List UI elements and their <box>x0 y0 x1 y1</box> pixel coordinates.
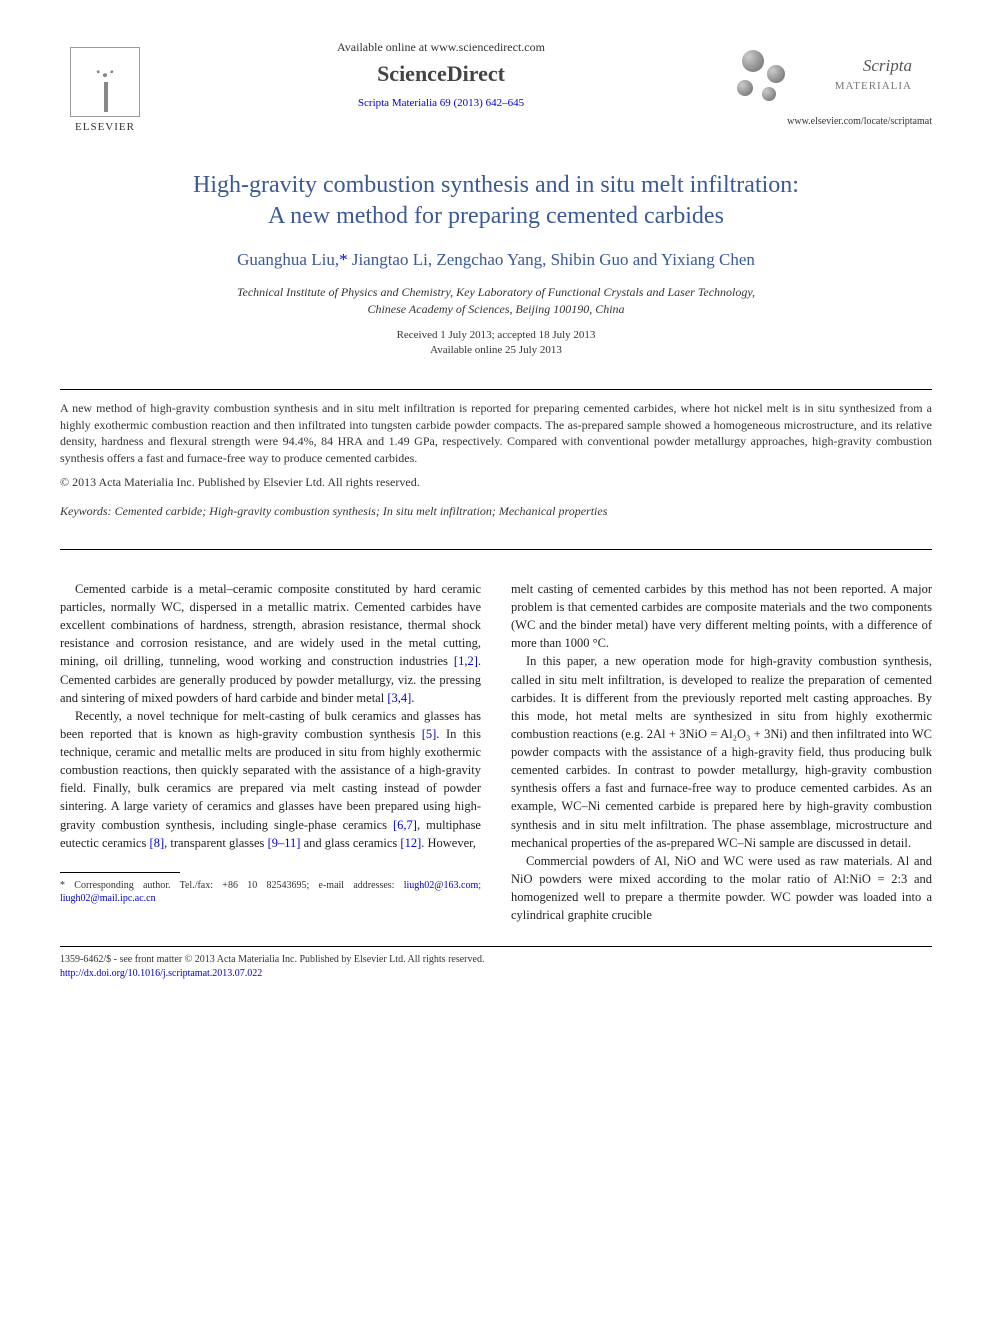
ref-link[interactable]: [12] <box>400 836 421 850</box>
title-line1: High-gravity combustion synthesis and in… <box>193 172 799 198</box>
affiliation-line2: Chinese Academy of Sciences, Beijing 100… <box>367 302 624 316</box>
affiliation-line1: Technical Institute of Physics and Chemi… <box>237 285 755 299</box>
corresponding-marker[interactable]: * <box>339 250 348 269</box>
footnote: * Corresponding author. Tel./fax: +86 10… <box>60 879 481 905</box>
title-line2: A new method for preparing cemented carb… <box>268 203 724 229</box>
dates-block: Received 1 July 2013; accepted 18 July 2… <box>60 328 932 359</box>
author-first: Guanghua Liu, <box>237 250 339 269</box>
body-text: . In this technique, ceramic and metalli… <box>60 727 481 832</box>
doi-link[interactable]: http://dx.doi.org/10.1016/j.scriptamat.2… <box>60 968 262 979</box>
affiliation: Technical Institute of Physics and Chemi… <box>60 284 932 318</box>
bottom-info: 1359-6462/$ - see front matter © 2013 Ac… <box>60 953 932 981</box>
body-text: and glass ceramics <box>300 836 400 850</box>
footnote-email[interactable]: liugh02@163.com <box>404 880 478 891</box>
journal-graphic: Scripta MATERIALIA <box>732 40 912 110</box>
body-paragraph: Cemented carbide is a metal–ceramic comp… <box>60 580 481 707</box>
keywords-label: Keywords: <box>60 504 112 518</box>
footnote-email[interactable]: liugh02@mail.ipc.ac.cn <box>60 893 156 904</box>
journal-spheres-icon <box>732 45 787 105</box>
footnote-text: Corresponding author. Tel./fax: +86 10 8… <box>65 880 404 891</box>
footnote-sep: ; <box>478 880 481 891</box>
front-matter-text: 1359-6462/$ - see front matter © 2013 Ac… <box>60 954 484 965</box>
ref-link[interactable]: [3,4] <box>387 691 411 705</box>
authors-rest: Jiangtao Li, Zengchao Yang, Shibin Guo a… <box>348 250 755 269</box>
ref-link[interactable]: [9–11] <box>268 836 301 850</box>
body-paragraph: In this paper, a new operation mode for … <box>511 652 932 851</box>
keywords-line: Keywords: Cemented carbide; High-gravity… <box>60 504 932 519</box>
abstract-copyright: © 2013 Acta Materialia Inc. Published by… <box>60 475 932 490</box>
abstract-bottom-divider <box>60 549 932 550</box>
article-title: High-gravity combustion synthesis and in… <box>60 170 932 232</box>
elsevier-tree-icon <box>70 47 140 117</box>
center-header: Available online at www.sciencedirect.co… <box>150 40 732 109</box>
body-text: Cemented carbide is a metal–ceramic comp… <box>60 582 481 669</box>
journal-name: Scripta <box>863 56 912 75</box>
header-row: ELSEVIER Available online at www.science… <box>60 40 932 140</box>
ref-link[interactable]: [5] <box>422 727 437 741</box>
locate-url[interactable]: www.elsevier.com/locate/scriptamat <box>732 116 932 127</box>
available-date: Available online 25 July 2013 <box>430 344 562 356</box>
ref-link[interactable]: [1,2] <box>454 654 478 668</box>
footnote-separator <box>60 872 180 873</box>
authors-line: Guanghua Liu,* Jiangtao Li, Zengchao Yan… <box>60 250 932 270</box>
available-online-text: Available online at www.sciencedirect.co… <box>170 40 712 55</box>
body-paragraph: melt casting of cemented carbides by thi… <box>511 580 932 653</box>
received-date: Received 1 July 2013; accepted 18 July 2… <box>397 329 596 341</box>
journal-name-sub: MATERIALIA <box>835 80 912 92</box>
ref-link[interactable]: [8] <box>150 836 165 850</box>
body-columns: Cemented carbide is a metal–ceramic comp… <box>60 580 932 924</box>
body-paragraph: Recently, a novel technique for melt-cas… <box>60 707 481 852</box>
elsevier-label: ELSEVIER <box>75 121 135 133</box>
body-text: . <box>411 691 414 705</box>
sciencedirect-logo: ScienceDirect <box>170 61 712 87</box>
keywords-text: Cemented carbide; High-gravity combustio… <box>112 504 608 518</box>
body-text: , transparent glasses <box>164 836 267 850</box>
body-paragraph: Commercial powders of Al, NiO and WC wer… <box>511 852 932 925</box>
elsevier-logo: ELSEVIER <box>60 40 150 140</box>
column-left: Cemented carbide is a metal–ceramic comp… <box>60 580 481 924</box>
column-right: melt casting of cemented carbides by thi… <box>511 580 932 924</box>
bottom-divider <box>60 946 932 947</box>
journal-logo-block: Scripta MATERIALIA www.elsevier.com/loca… <box>732 40 932 127</box>
ref-link[interactable]: [6,7] <box>393 818 417 832</box>
abstract-text: A new method of high-gravity combustion … <box>60 400 932 467</box>
citation-text[interactable]: Scripta Materialia 69 (2013) 642–645 <box>170 97 712 109</box>
abstract-top-divider <box>60 389 932 390</box>
body-text: . However, <box>421 836 476 850</box>
body-text: Recently, a novel technique for melt-cas… <box>60 709 481 741</box>
